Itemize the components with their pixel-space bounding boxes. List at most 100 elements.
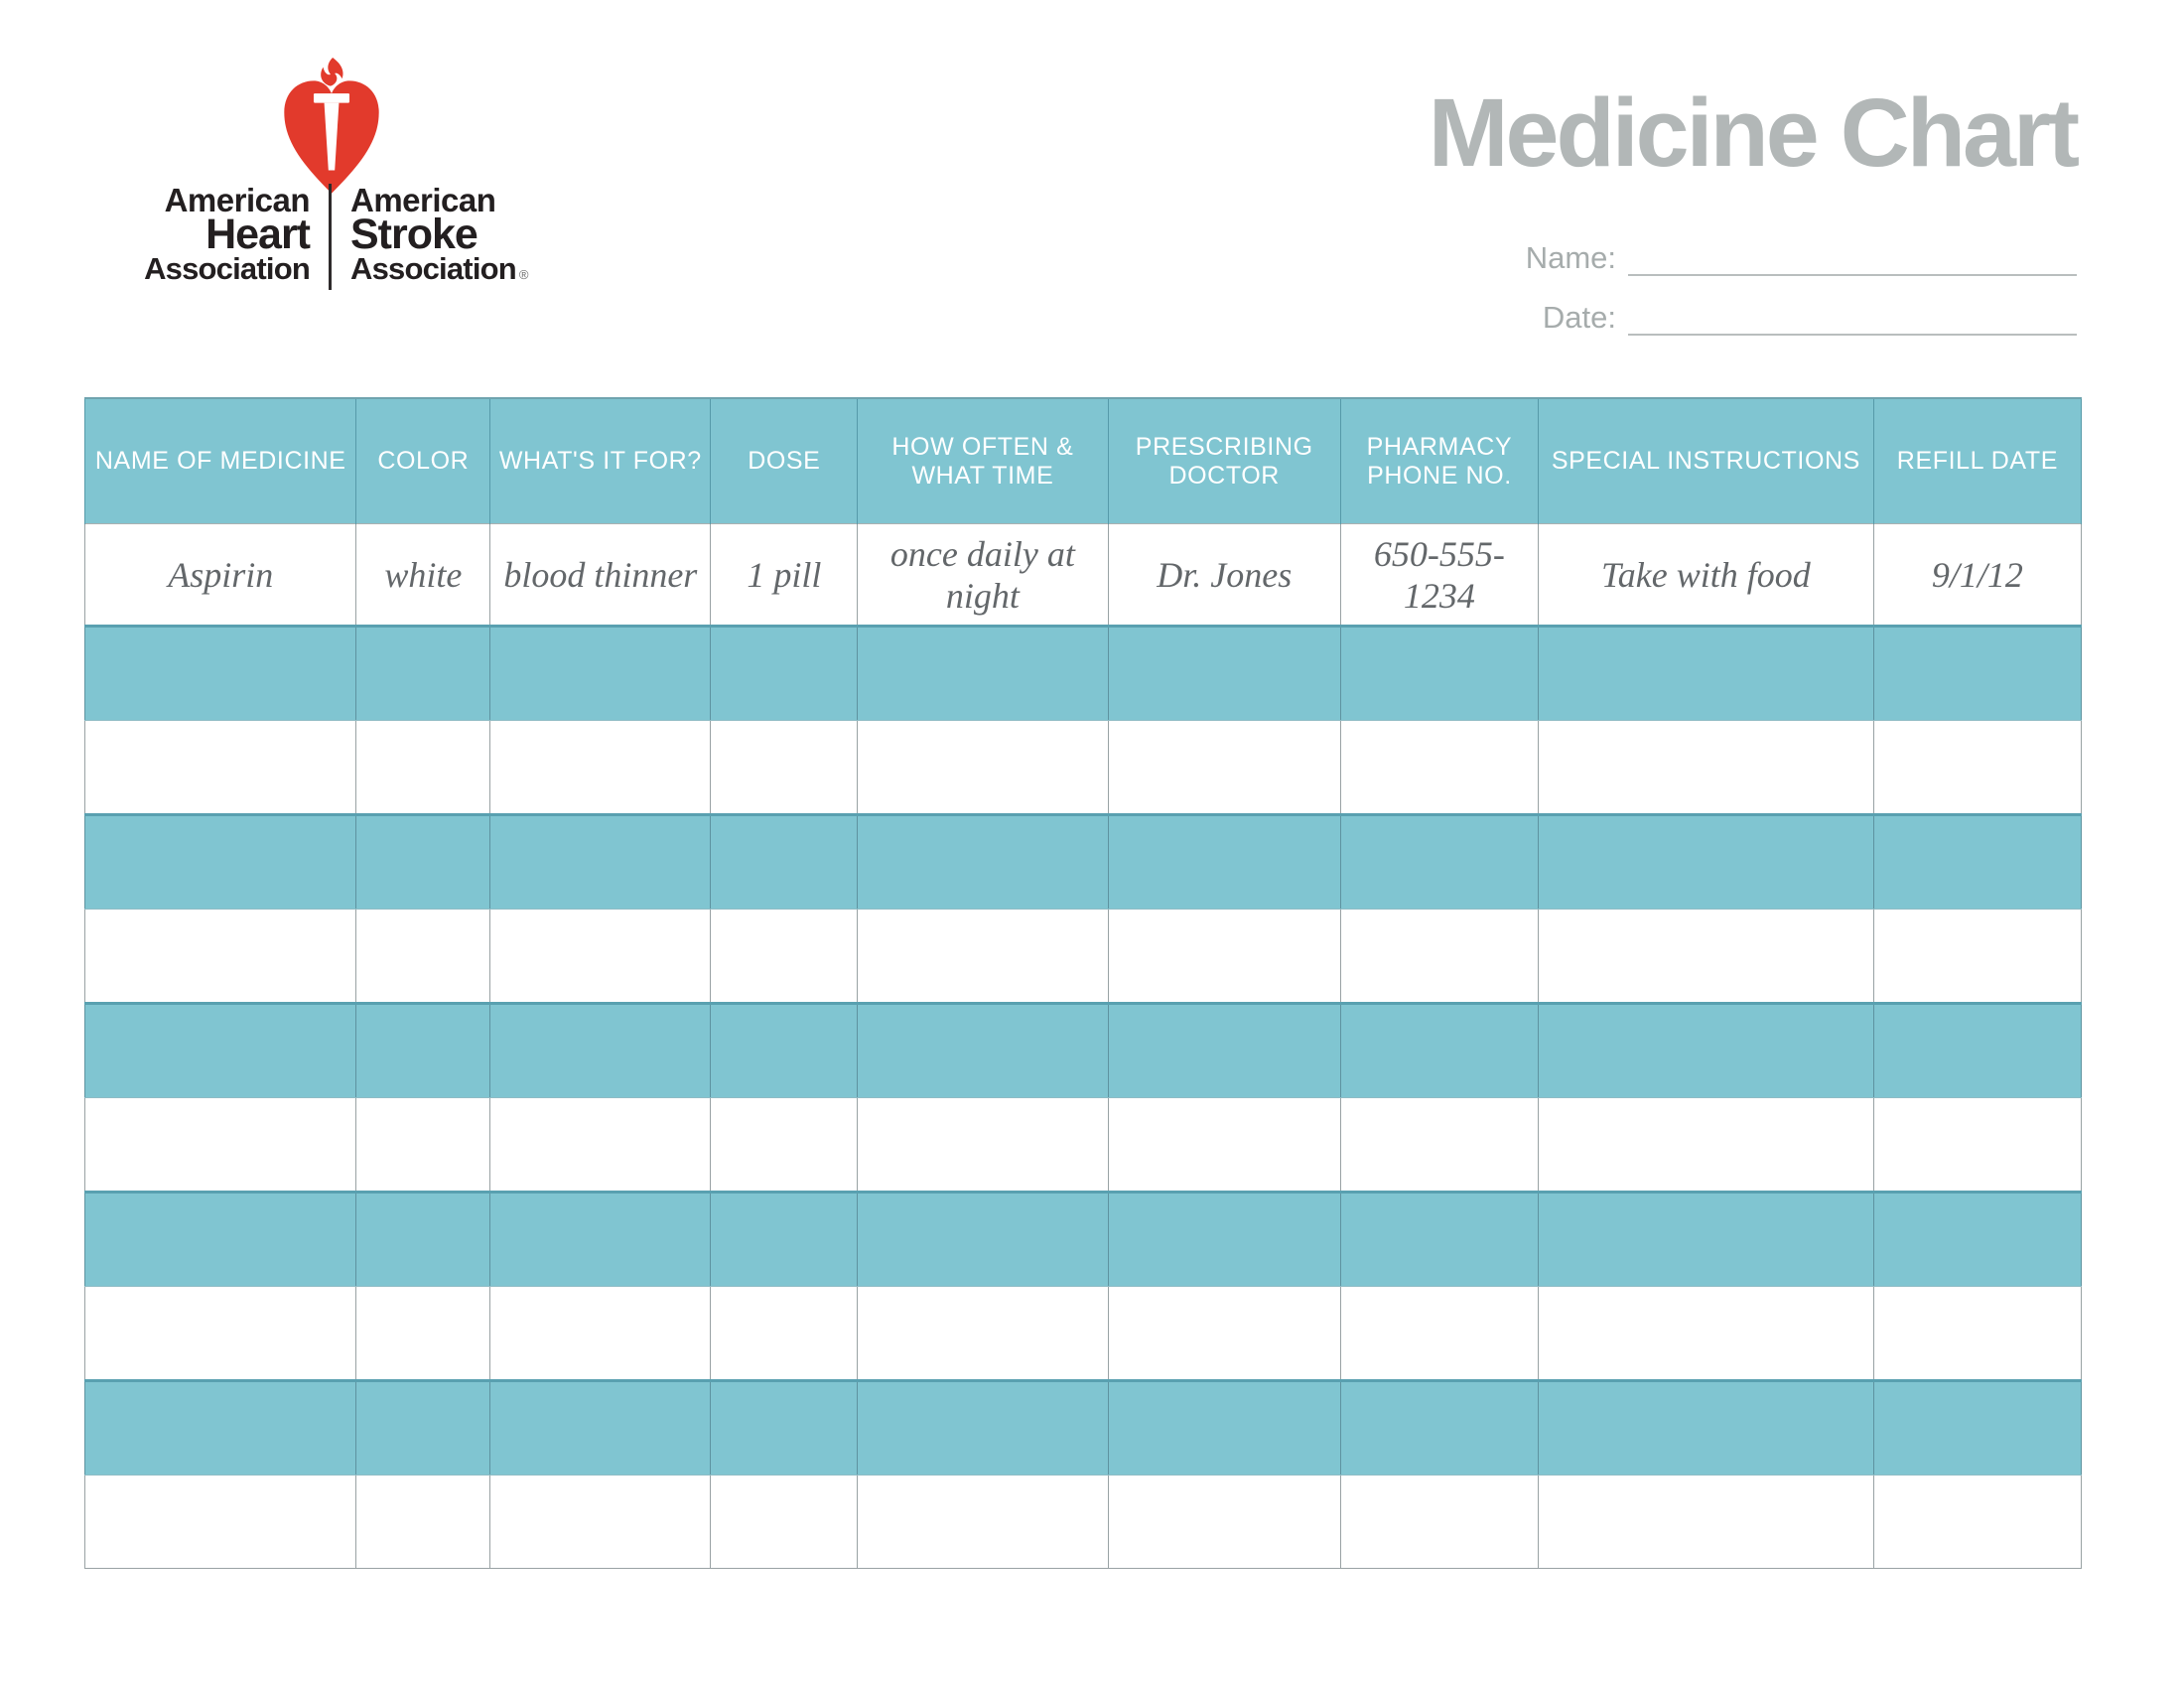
- table-cell[interactable]: [1537, 909, 1874, 1004]
- table-cell[interactable]: [1107, 1475, 1341, 1569]
- table-cell[interactable]: [355, 720, 491, 815]
- table-cell[interactable]: [1107, 1379, 1341, 1476]
- table-cell[interactable]: [1872, 1475, 2083, 1569]
- logo-american-heart-association: American Heart Association: [99, 184, 311, 290]
- table-cell[interactable]: [1872, 1191, 2083, 1287]
- table-cell[interactable]: [355, 1286, 491, 1381]
- table-cell[interactable]: [857, 1191, 1109, 1287]
- table-cell[interactable]: [355, 1379, 491, 1476]
- table-cell[interactable]: [710, 1002, 859, 1098]
- table-cell[interactable]: [857, 1475, 1109, 1569]
- table-cell[interactable]: [1872, 813, 2083, 910]
- table-cell[interactable]: [83, 1097, 357, 1193]
- table-cell[interactable]: [1537, 813, 1874, 910]
- table-cell[interactable]: [489, 1097, 712, 1193]
- table-cell[interactable]: [489, 909, 712, 1004]
- table-cell: 9/1/12: [1872, 523, 2083, 627]
- table-cell[interactable]: [1107, 813, 1341, 910]
- table-cell[interactable]: [1537, 720, 1874, 815]
- table-cell[interactable]: [1339, 813, 1539, 910]
- table-cell[interactable]: [710, 625, 859, 721]
- table-cell[interactable]: [1339, 625, 1539, 721]
- table-cell[interactable]: [83, 1191, 357, 1287]
- table-cell[interactable]: [710, 1475, 859, 1569]
- table-cell[interactable]: [1107, 720, 1341, 815]
- table-cell[interactable]: [710, 1379, 859, 1476]
- table-cell: once daily at night: [857, 523, 1109, 627]
- table-cell[interactable]: [1537, 1191, 1874, 1287]
- table-cell[interactable]: [1537, 1475, 1874, 1569]
- table-cell[interactable]: [710, 1097, 859, 1193]
- table-cell[interactable]: [1339, 1002, 1539, 1098]
- table-cell[interactable]: [489, 1475, 712, 1569]
- table-cell[interactable]: [1872, 909, 2083, 1004]
- column-header-2: WHAT'S IT FOR?: [489, 398, 712, 524]
- table-cell[interactable]: [355, 1475, 491, 1569]
- table-cell[interactable]: [355, 625, 491, 721]
- table-cell[interactable]: [489, 1191, 712, 1287]
- table-cell[interactable]: [489, 813, 712, 910]
- table-cell[interactable]: [1872, 1379, 2083, 1476]
- table-cell[interactable]: [83, 625, 357, 721]
- table-cell[interactable]: [83, 1002, 357, 1098]
- table-cell[interactable]: [857, 1379, 1109, 1476]
- table-cell[interactable]: [1537, 1286, 1874, 1381]
- table-cell[interactable]: [1872, 1097, 2083, 1193]
- table-cell[interactable]: [83, 1379, 357, 1476]
- table-cell[interactable]: [1339, 720, 1539, 815]
- table-cell[interactable]: [1107, 1286, 1341, 1381]
- table-cell[interactable]: [83, 813, 357, 910]
- table-cell[interactable]: [857, 625, 1109, 721]
- table-cell[interactable]: [1537, 1002, 1874, 1098]
- table-cell[interactable]: [1537, 625, 1874, 721]
- table-cell[interactable]: [83, 909, 357, 1004]
- name-fill-line[interactable]: [1628, 238, 2077, 276]
- date-fill-line[interactable]: [1628, 298, 2077, 336]
- table-cell[interactable]: [355, 1002, 491, 1098]
- table-cell[interactable]: [1339, 1191, 1539, 1287]
- table-cell[interactable]: [489, 720, 712, 815]
- table-cell[interactable]: [489, 1379, 712, 1476]
- table-cell[interactable]: [1339, 909, 1539, 1004]
- table-cell[interactable]: [1537, 1097, 1874, 1193]
- table-cell[interactable]: [710, 1191, 859, 1287]
- table-cell[interactable]: [1339, 1379, 1539, 1476]
- table-cell[interactable]: [83, 720, 357, 815]
- table-cell[interactable]: [1107, 1191, 1341, 1287]
- table-cell[interactable]: [83, 1286, 357, 1381]
- table-cell[interactable]: [1339, 1097, 1539, 1193]
- table-cell[interactable]: [857, 1097, 1109, 1193]
- table-cell[interactable]: [710, 1286, 859, 1381]
- table-cell[interactable]: [489, 1002, 712, 1098]
- table-cell[interactable]: [857, 813, 1109, 910]
- table-cell[interactable]: [1872, 1286, 2083, 1381]
- table-header-row: NAME OF MEDICINE COLOR WHAT'S IT FOR? DOSE H…: [83, 398, 2083, 524]
- table-cell[interactable]: [1872, 720, 2083, 815]
- table-cell[interactable]: [857, 909, 1109, 1004]
- table-cell[interactable]: [355, 813, 491, 910]
- table-cell[interactable]: [355, 1191, 491, 1287]
- table-cell[interactable]: [1872, 625, 2083, 721]
- table-cell[interactable]: [355, 1097, 491, 1193]
- table-cell[interactable]: [1537, 1379, 1874, 1476]
- table-cell[interactable]: [1872, 1002, 2083, 1098]
- table-cell[interactable]: [83, 1475, 357, 1569]
- table-cell[interactable]: [710, 720, 859, 815]
- table-cell[interactable]: [1339, 1475, 1539, 1569]
- table-cell[interactable]: [857, 720, 1109, 815]
- column-header-8: REFILL DATE: [1872, 398, 2083, 524]
- table-cell[interactable]: [355, 909, 491, 1004]
- table-cell[interactable]: [489, 1286, 712, 1381]
- table-cell: Take with food: [1537, 523, 1874, 627]
- table-cell[interactable]: [857, 1286, 1109, 1381]
- table-cell[interactable]: [710, 813, 859, 910]
- table-cell[interactable]: [857, 1002, 1109, 1098]
- table-cell[interactable]: [1107, 909, 1341, 1004]
- heart-torch-icon: [284, 58, 379, 194]
- table-cell[interactable]: [1107, 1097, 1341, 1193]
- table-cell[interactable]: [1339, 1286, 1539, 1381]
- table-cell[interactable]: [1107, 1002, 1341, 1098]
- table-cell[interactable]: [489, 625, 712, 721]
- table-cell[interactable]: [1107, 625, 1341, 721]
- table-cell[interactable]: [710, 909, 859, 1004]
